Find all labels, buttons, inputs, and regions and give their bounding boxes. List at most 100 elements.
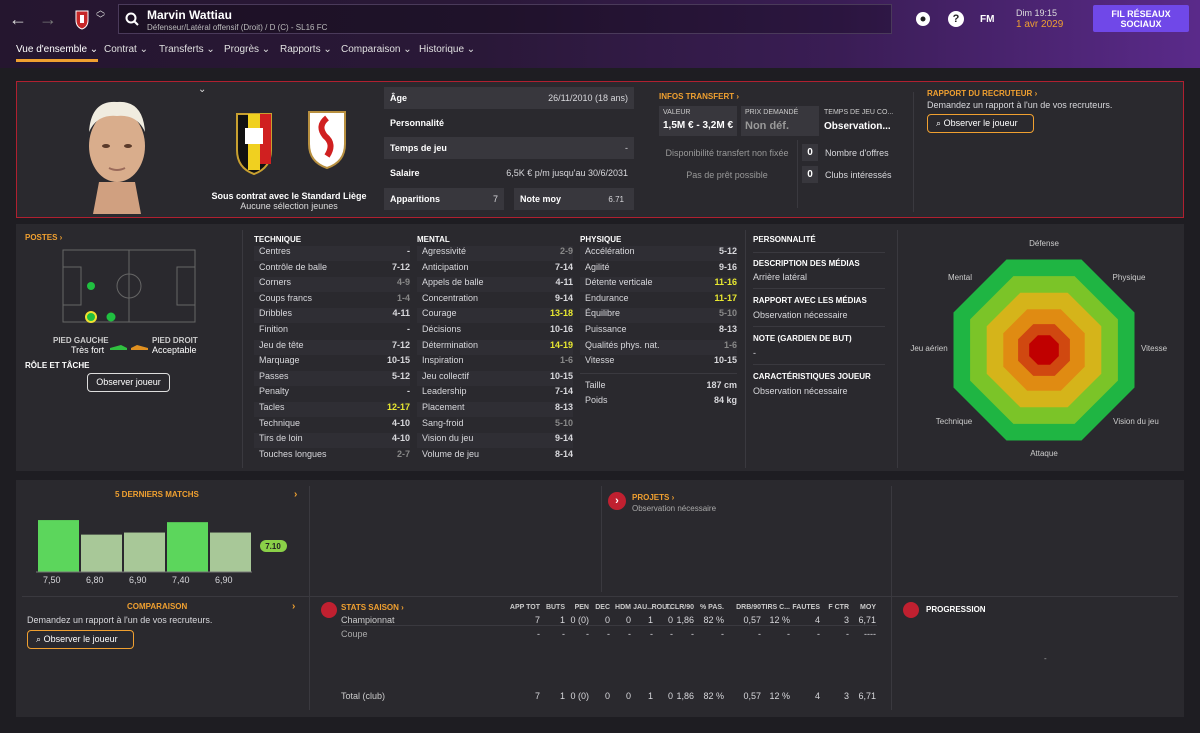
tab-progress[interactable]: Progrès ⌄ xyxy=(224,44,271,55)
help-icon[interactable]: ? xyxy=(948,11,964,27)
stats-cell: 0,57 xyxy=(743,691,761,701)
loan-status: Pas de prêt possible xyxy=(686,170,768,180)
forward-icon[interactable]: → xyxy=(39,9,57,29)
observe-role-button[interactable]: Observer joueur xyxy=(87,373,170,392)
stats-cell: - xyxy=(586,629,589,639)
scout-report-title[interactable]: RAPPORT DU RECRUTEUR › xyxy=(927,89,1038,98)
chevron-right-icon[interactable]: › xyxy=(294,489,298,500)
up-down-icon[interactable]: ︿ ﹀ xyxy=(96,5,106,24)
projects-title[interactable]: PROJETS › xyxy=(632,493,675,502)
search-box[interactable]: Marvin Wattiau Défenseur/Latéral offensi… xyxy=(118,4,892,34)
tab-contract[interactable]: Contrat ⌄ xyxy=(104,44,148,55)
attribute-value: 4-10 xyxy=(391,433,410,444)
attribute-value: 13-18 xyxy=(549,308,573,319)
standard-liege-crest-icon xyxy=(308,111,346,170)
stats-column-header[interactable]: JAU... xyxy=(633,604,653,611)
divider xyxy=(242,230,243,468)
attribute-value: - xyxy=(407,246,410,256)
clubs-count: 0 xyxy=(802,166,818,183)
attribute-row: Touches longues 2-7 xyxy=(254,449,410,464)
observe-comparison-button[interactable]: ⌕ Observer le joueur xyxy=(27,630,134,649)
attribute-value: 4-10 xyxy=(391,417,410,428)
attribute-name: Appels de balle xyxy=(422,277,484,288)
season-stats-title[interactable]: STATS SAISON › xyxy=(341,603,404,612)
attribute-row: Agilité 9-16 xyxy=(580,262,737,277)
attribute-name: Finition xyxy=(259,324,289,334)
attribute-row: Leadership 7-14 xyxy=(417,386,573,401)
tab-history[interactable]: Historique ⌄ xyxy=(419,44,476,55)
stats-cell: 1 xyxy=(559,691,565,701)
projects-icon: › xyxy=(608,492,626,510)
fm-logo[interactable]: FM xyxy=(980,14,995,25)
attribute-name: Centres xyxy=(259,246,291,256)
stats-column-header[interactable]: F CTR xyxy=(828,604,849,611)
attribute-name: Inspiration xyxy=(422,355,464,366)
last-matches-chart: 7.10 xyxy=(36,520,287,573)
attribute-value: 12-17 xyxy=(386,402,410,412)
stats-column-header[interactable]: HDM xyxy=(615,604,631,611)
stats-cell: - xyxy=(537,629,540,639)
attributes-panel: POSTES › PIED GAUCHE Très fort PIED DROI… xyxy=(16,224,1184,471)
attribute-value: 2-9 xyxy=(559,246,573,256)
tab-reports[interactable]: Rapports ⌄ xyxy=(280,44,332,55)
attribute-value: 9-14 xyxy=(554,292,573,303)
stats-column-header[interactable]: TCLR/90 xyxy=(665,604,694,611)
stats-column-header[interactable]: BUTS xyxy=(545,604,565,611)
attribute-name: Placement xyxy=(422,402,465,412)
attribute-value: 8-14 xyxy=(554,448,573,459)
progression-value: - xyxy=(1044,654,1047,663)
height-row: Taille 187 cm xyxy=(585,380,737,395)
back-icon[interactable]: ← xyxy=(9,9,27,29)
age-label: Âge xyxy=(390,93,408,103)
right-foot-label: PIED DROIT xyxy=(152,336,198,345)
offers-count: 0 xyxy=(802,144,818,161)
divider xyxy=(753,252,885,253)
attribute-name: Tirs de loin xyxy=(259,433,303,444)
projects-desc: Observation nécessaire xyxy=(632,504,717,513)
attribute-name: Coups francs xyxy=(259,292,313,303)
player-face xyxy=(89,101,145,214)
season-stats-icon xyxy=(321,602,337,618)
positions-title[interactable]: POSTES › xyxy=(25,233,63,242)
weight-label: Poids xyxy=(585,395,608,405)
comparison-desc: Demandez un rapport à l'un de vos recrut… xyxy=(27,615,213,625)
radar-label-attack: Attaque xyxy=(1030,449,1058,458)
chevron-right-icon[interactable]: › xyxy=(292,601,296,612)
stats-column-header[interactable]: TIRS C... xyxy=(761,604,790,611)
attribute-value: - xyxy=(407,324,410,334)
attribute-value: 5-12 xyxy=(718,246,737,256)
tab-overview[interactable]: Vue d'ensemble ⌄ xyxy=(16,44,99,62)
attribute-value: 8-13 xyxy=(718,324,737,334)
attribute-row: Tirs de loin 4-10 xyxy=(254,433,410,449)
stats-cell: - xyxy=(670,629,673,639)
social-feed-button[interactable]: FIL RÉSEAUX SOCIAUX xyxy=(1093,5,1189,32)
media-desc-value: Arrière latéral xyxy=(753,272,808,282)
match-rating-label: 6,90 xyxy=(215,575,233,585)
attribute-row: Décisions 10-16 xyxy=(417,324,573,339)
stats-cell: 1,86 xyxy=(676,691,694,701)
stats-column-header[interactable]: ROU... xyxy=(651,604,673,611)
attribute-value: 4-11 xyxy=(392,308,410,319)
club-crest-icon[interactable] xyxy=(74,8,90,30)
observe-player-button[interactable]: ⌕ Observer le joueur xyxy=(927,114,1034,133)
stats-column-header[interactable]: DRB/90 xyxy=(736,604,761,611)
ball-icon[interactable] xyxy=(915,11,931,27)
gk-rating-value: - xyxy=(753,348,756,358)
stats-column-header[interactable]: FAUTES xyxy=(792,604,820,611)
playtime-label: Temps de jeu xyxy=(390,143,447,153)
gk-rating-label: NOTE (GARDIEN DE BUT) xyxy=(753,334,852,343)
tab-comparison[interactable]: Comparaison ⌄ xyxy=(341,44,412,55)
stats-column-header[interactable]: % PAS. xyxy=(700,604,724,611)
stats-column-header[interactable]: DÉC xyxy=(595,604,610,611)
stats-column-header[interactable]: APP TOT xyxy=(509,604,540,611)
stats-column-header[interactable]: MOY xyxy=(860,604,876,611)
stats-cell: 3 xyxy=(843,615,849,625)
divider xyxy=(745,230,746,468)
transfer-title[interactable]: INFOS TRANSFERT › xyxy=(659,92,739,101)
attribute-value: 4-11 xyxy=(555,277,573,288)
chevron-down-icon[interactable]: ⌄ xyxy=(198,84,207,95)
divider xyxy=(753,326,885,327)
stats-column-header[interactable]: PEN xyxy=(574,604,589,611)
avg-rating-value: 6.71 xyxy=(608,195,624,204)
tab-transfers[interactable]: Transferts ⌄ xyxy=(159,44,215,55)
